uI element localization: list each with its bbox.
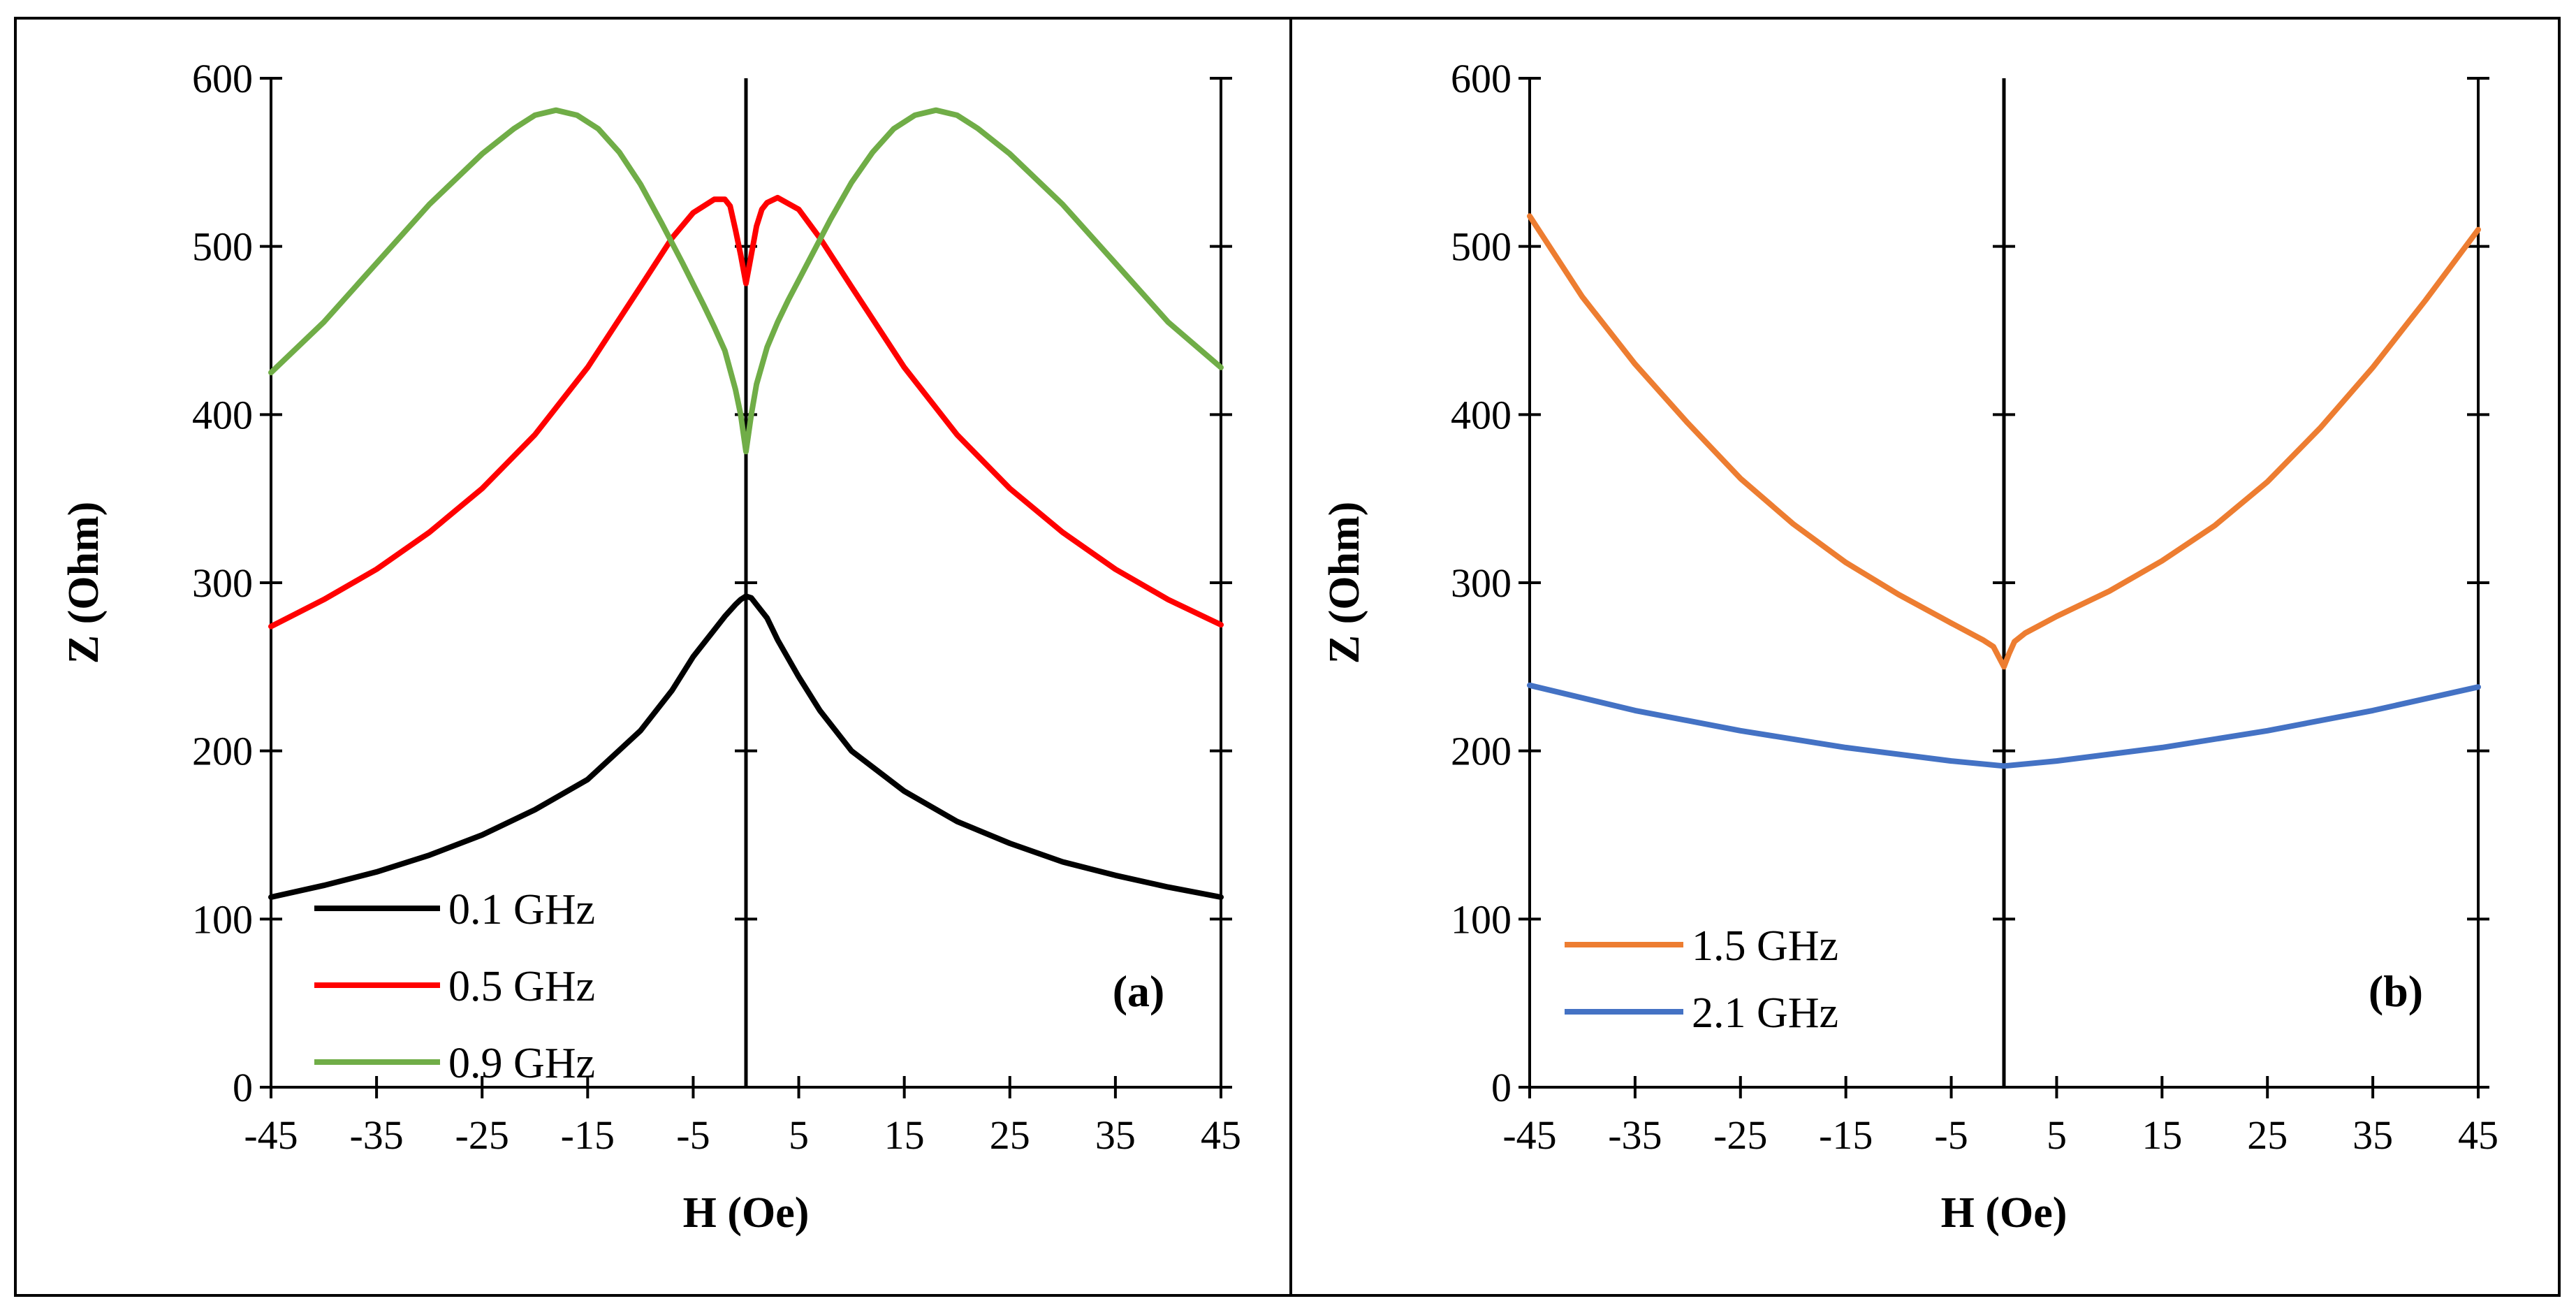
x-tick-label: -35 bbox=[1608, 1112, 1662, 1158]
x-axis-title: H (Oe) bbox=[1941, 1189, 2068, 1237]
legend-label: 0.9 GHz bbox=[448, 1040, 595, 1087]
x-tick-label: 35 bbox=[1095, 1112, 1136, 1158]
x-tick-label: -25 bbox=[1713, 1112, 1767, 1158]
y-tick-label: 0 bbox=[1491, 1065, 1512, 1110]
figure-frame bbox=[14, 17, 2561, 1297]
x-tick-label: -35 bbox=[349, 1112, 403, 1158]
y-tick-label: 200 bbox=[192, 729, 253, 774]
x-tick-label: 35 bbox=[2352, 1112, 2393, 1158]
x-tick-label: 5 bbox=[789, 1112, 809, 1158]
x-tick-label: 15 bbox=[2142, 1112, 2182, 1158]
series-line bbox=[268, 194, 1224, 630]
y-tick-label: 500 bbox=[192, 224, 253, 270]
y-tick-label: 600 bbox=[192, 56, 253, 101]
y-tick-label: 100 bbox=[1451, 896, 1512, 942]
series-line bbox=[1527, 682, 2481, 769]
x-tick-label: 45 bbox=[1201, 1112, 1241, 1158]
y-tick-label: 400 bbox=[192, 392, 253, 437]
legend-label: 0.5 GHz bbox=[448, 963, 595, 1010]
series-line bbox=[1527, 213, 2481, 670]
chart-panel-b: 0 100 200 300 400 500 600 -45 -35 -25 -15 -5 5 15 25 35… bbox=[1321, 56, 2498, 1237]
x-axis-title: H (Oe) bbox=[683, 1189, 810, 1237]
panel-label: (b) bbox=[2369, 966, 2423, 1016]
x-tick-label: -25 bbox=[455, 1112, 509, 1158]
legend-label: 0.1 GHz bbox=[448, 886, 595, 933]
y-tick-label: 400 bbox=[1451, 392, 1512, 437]
x-tick-label: -5 bbox=[676, 1112, 710, 1158]
x-tick-label: -15 bbox=[1819, 1112, 1873, 1158]
x-tick-label: 45 bbox=[2458, 1112, 2498, 1158]
y-tick-label: 600 bbox=[1451, 56, 1512, 101]
x-tick-label: -45 bbox=[244, 1112, 298, 1158]
legend-label: 2.1 GHz bbox=[1692, 989, 1838, 1037]
y-axis-title: Z (Ohm) bbox=[1321, 502, 1368, 664]
chart-panel-a: 0 100 200 300 400 500 600 -45 -35 -25 -15 -5 5 15 25 35… bbox=[60, 56, 1241, 1237]
series-line bbox=[268, 593, 1224, 900]
x-tick-label: 15 bbox=[884, 1112, 925, 1158]
y-axis-title: Z (Ohm) bbox=[60, 502, 108, 664]
series-line bbox=[268, 107, 1224, 455]
y-tick-label: 500 bbox=[1451, 224, 1512, 270]
x-tick-label: 25 bbox=[990, 1112, 1030, 1158]
x-tick-label: 5 bbox=[2047, 1112, 2067, 1158]
x-tick-label: -15 bbox=[561, 1112, 615, 1158]
y-tick-label: 300 bbox=[1451, 560, 1512, 606]
x-tick-label: -5 bbox=[1934, 1112, 1968, 1158]
x-tick-label: 25 bbox=[2247, 1112, 2288, 1158]
y-tick-label: 0 bbox=[233, 1065, 253, 1110]
legend-label: 1.5 GHz bbox=[1692, 922, 1838, 970]
panel-label: (a) bbox=[1113, 966, 1165, 1016]
y-tick-label: 200 bbox=[1451, 729, 1512, 774]
y-tick-label: 300 bbox=[192, 560, 253, 606]
x-tick-label: -45 bbox=[1502, 1112, 1556, 1158]
y-tick-label: 100 bbox=[192, 896, 253, 942]
